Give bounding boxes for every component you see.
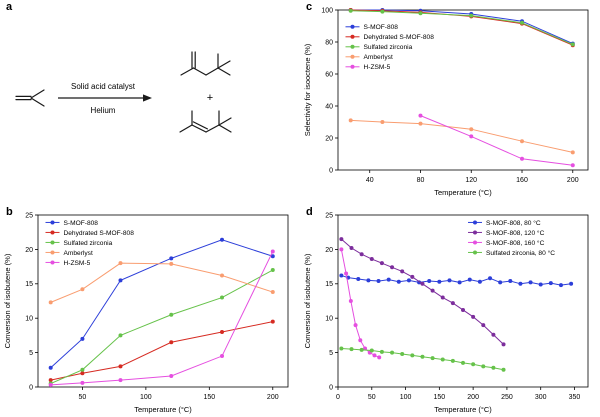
svg-text:100: 100	[140, 394, 152, 401]
svg-text:25: 25	[25, 212, 33, 219]
svg-text:20: 20	[325, 247, 333, 254]
svg-text:10: 10	[25, 316, 33, 323]
svg-text:80: 80	[325, 39, 333, 46]
svg-text:Conversion of isobutene (%): Conversion of isobutene (%)	[3, 253, 12, 348]
series-sulfated-zirconia-80-c	[339, 346, 506, 372]
panel-d: d 0 50 100 150 200 250 300 350 0 5 10 15 20 25 Tempera…	[300, 205, 600, 417]
reaction-arrow	[58, 94, 152, 102]
svg-text:300: 300	[535, 394, 547, 401]
series-s-mof-808	[48, 237, 275, 370]
svg-text:Temperature (°C): Temperature (°C)	[434, 188, 492, 197]
svg-text:350: 350	[569, 394, 581, 401]
svg-text:15: 15	[25, 281, 33, 288]
svg-text:40: 40	[325, 103, 333, 110]
svg-text:H-ZSM-5: H-ZSM-5	[364, 64, 391, 71]
svg-text:150: 150	[434, 394, 446, 401]
svg-text:S-MOF-808, 80 °C: S-MOF-808, 80 °C	[486, 219, 541, 227]
axes-b: 50 100 150 200 0 5 10 15 20 25 Temperature (°C) Con…	[3, 212, 289, 414]
svg-text:Amberlyst: Amberlyst	[364, 54, 393, 61]
svg-text:25: 25	[325, 212, 333, 219]
catalyst-label: Solid acid catalyst	[71, 82, 136, 91]
svg-text:Selectivity for isooctene (%): Selectivity for isooctene (%)	[303, 43, 312, 136]
axes-d: 0 50 100 150 200 250 300 350 0 5 10 15 20 25 Temperatu…	[303, 212, 589, 414]
svg-text:Dehydrated S-MOF-808: Dehydrated S-MOF-808	[364, 34, 435, 41]
chart-selectivity-isooctene: 40 80 120 160 200 0 20 40 60 80 100 Temperature (°C…	[303, 7, 589, 197]
svg-text:5: 5	[29, 350, 33, 357]
svg-text:10: 10	[325, 316, 333, 323]
panel-label-a: a	[6, 1, 13, 13]
svg-text:200: 200	[567, 177, 579, 184]
chart-conversion-stability: 0 50 100 150 200 250 300 350 0 5 10 15 20 25 Temperatu…	[303, 212, 589, 414]
series-h-zsm-5	[418, 113, 575, 168]
svg-text:0: 0	[29, 384, 33, 391]
panel-a: a Solid acid catalyst Helium	[0, 0, 300, 200]
svg-text:40: 40	[366, 177, 374, 184]
series-amberlyst	[348, 118, 575, 155]
svg-text:150: 150	[203, 394, 215, 401]
isobutene-structure	[15, 89, 45, 107]
plus-sign: +	[207, 92, 213, 104]
svg-text:120: 120	[465, 177, 477, 184]
svg-text:0: 0	[336, 394, 340, 401]
series-s-mof-808-80-c	[339, 273, 574, 288]
series-h-zsm-5	[48, 249, 275, 387]
svg-text:50: 50	[368, 394, 376, 401]
series-dehydrated-s-mof-808	[48, 319, 275, 383]
svg-text:S-MOF-808: S-MOF-808	[64, 220, 99, 227]
svg-text:S-MOF-808, 160 °C: S-MOF-808, 160 °C	[486, 239, 545, 247]
legend-b: S-MOF-808 Dehydrated S-MOF-808 Sulfated zi…	[45, 220, 135, 267]
svg-text:0: 0	[329, 384, 333, 391]
svg-text:Dehydrated S-MOF-808: Dehydrated S-MOF-808	[64, 230, 135, 237]
svg-text:20: 20	[25, 247, 33, 254]
axes-c: 40 80 120 160 200 0 20 40 60 80 100 Temperature (°C…	[303, 7, 589, 197]
svg-text:Temperature (°C): Temperature (°C)	[134, 405, 192, 414]
svg-text:50: 50	[79, 394, 87, 401]
svg-text:100: 100	[400, 394, 412, 401]
chart-conversion-temperature: 50 100 150 200 0 5 10 15 20 25 Temperature (°C) Con…	[3, 212, 289, 414]
series-sulfated-zirconia	[348, 8, 575, 47]
svg-text:200: 200	[467, 394, 479, 401]
series-s-mof-808-120-c	[339, 237, 506, 347]
svg-text:80: 80	[417, 177, 425, 184]
svg-text:Amberlyst: Amberlyst	[64, 250, 93, 257]
panel-label-d: d	[306, 206, 313, 218]
svg-text:200: 200	[267, 394, 279, 401]
product-2-structure	[179, 110, 232, 133]
svg-text:250: 250	[501, 394, 513, 401]
panel-c: c 40 80 120 160 200 0 20 40 60 80 100 Temperature (…	[300, 0, 600, 200]
svg-text:100: 100	[321, 7, 333, 14]
legend-d: S-MOF-808, 80 °C S-MOF-808, 120 °C S-MOF-8…	[468, 219, 555, 257]
panel-label-c: c	[306, 1, 313, 13]
svg-text:60: 60	[325, 71, 333, 78]
product-1-structure	[180, 51, 231, 76]
svg-text:Sulfated zirconia: Sulfated zirconia	[64, 240, 113, 247]
svg-text:Temperature (°C): Temperature (°C)	[434, 405, 492, 414]
svg-text:15: 15	[325, 281, 333, 288]
svg-text:Sulfated zirconia: Sulfated zirconia	[364, 44, 413, 51]
svg-text:S-MOF-808, 120 °C: S-MOF-808, 120 °C	[486, 229, 545, 237]
svg-text:0: 0	[329, 167, 333, 174]
series-s-mof-808-160-c	[339, 247, 382, 360]
panel-label-b: b	[6, 206, 13, 218]
carrier-gas-label: Helium	[91, 106, 116, 115]
panel-b: b 50 100 150 200 0 5 10 15 20 25 Temperature (°C) C…	[0, 205, 300, 417]
svg-text:Conversion of isobutene (%): Conversion of isobutene (%)	[303, 253, 312, 348]
svg-text:20: 20	[325, 135, 333, 142]
svg-text:160: 160	[516, 177, 528, 184]
svg-text:5: 5	[329, 350, 333, 357]
series-amberlyst	[48, 261, 275, 305]
svg-text:Sulfated zirconia, 80 °C: Sulfated zirconia, 80 °C	[486, 249, 555, 257]
reaction-scheme: Solid acid catalyst Helium +	[15, 51, 232, 133]
series-sulfated-zirconia	[48, 268, 275, 386]
svg-text:S-MOF-808: S-MOF-808	[364, 24, 399, 31]
svg-text:H-ZSM-5: H-ZSM-5	[64, 260, 91, 267]
legend-c: S-MOF-808 Dehydrated S-MOF-808 Sulfated zi…	[345, 24, 435, 71]
